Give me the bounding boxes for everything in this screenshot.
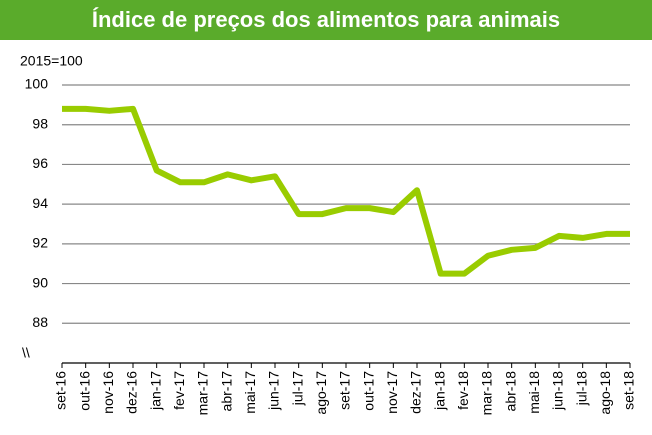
x-tick-label: mai-18 [526,371,542,414]
y-tick-label: 90 [32,274,48,290]
x-tick-label: dez-16 [124,371,140,414]
x-tick-label: jul-17 [289,371,305,406]
title-banner [0,0,652,40]
x-tick-label: dez-17 [408,371,424,414]
x-tick-label: out-16 [76,371,92,411]
x-tick-label: abr-17 [218,371,234,412]
subtitle: 2015=100 [20,53,83,69]
x-tick-label: ago-18 [597,371,613,415]
y-tick-label: 100 [25,76,49,92]
y-tick-label: 88 [32,314,48,330]
x-tick-label: jun-18 [550,371,566,411]
y-tick-label: 92 [32,235,48,251]
x-tick-label: fev-18 [455,371,471,410]
axis-break: \\ [22,345,30,361]
x-tick-label: nov-16 [100,371,116,414]
y-tick-label: 96 [32,155,48,171]
x-tick-label: set-18 [621,371,637,410]
x-tick-label: abr-18 [502,371,518,412]
y-tick-label: 94 [32,195,48,211]
x-tick-label: mar-17 [195,371,211,416]
x-tick-label: jan-18 [431,371,447,411]
line-series [62,105,630,277]
x-tick-label: jan-17 [147,371,163,411]
x-tick-label: out-17 [360,371,376,411]
x-tick-label: ago-17 [313,371,329,415]
x-tick-label: nov-17 [384,371,400,414]
x-tick-label: jul-18 [573,371,589,406]
y-tick-label: 98 [32,115,48,131]
x-tick-label: jun-17 [266,371,282,411]
x-tick-label: mai-17 [242,371,258,414]
x-tick-label: set-17 [337,371,353,410]
x-tick-label: mar-18 [479,371,495,416]
chart-title: Índice de preços dos alimentos para anim… [92,7,560,32]
x-tick-label: fev-17 [171,371,187,410]
x-tick-label: set-16 [53,371,69,410]
